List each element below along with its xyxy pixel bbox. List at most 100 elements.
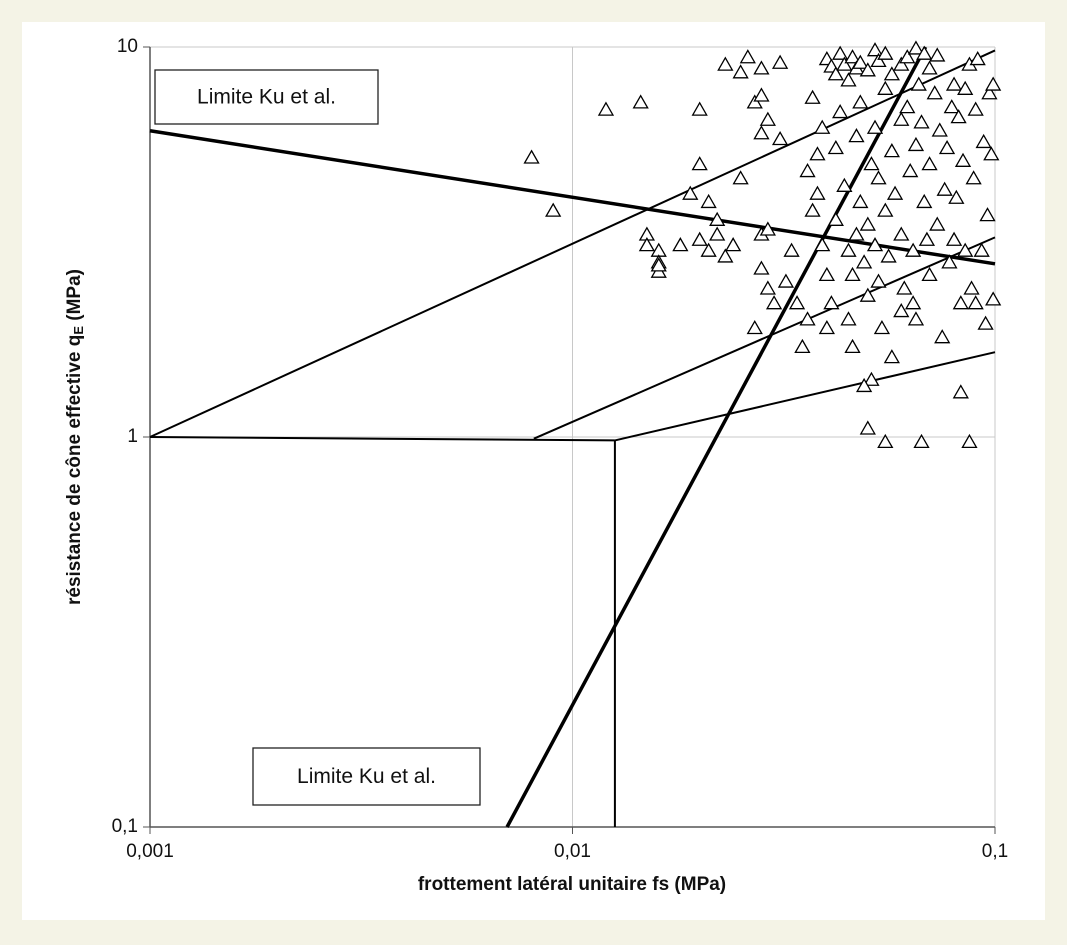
data-point bbox=[691, 156, 708, 171]
data-point bbox=[921, 266, 938, 282]
data-point bbox=[883, 349, 900, 364]
data-point bbox=[943, 99, 960, 114]
data-point bbox=[907, 136, 925, 152]
data-point bbox=[985, 291, 1002, 306]
data-point bbox=[981, 85, 998, 100]
data-point bbox=[934, 329, 951, 344]
boundary-line bbox=[149, 436, 615, 442]
data-point bbox=[916, 193, 933, 209]
data-point bbox=[848, 226, 865, 241]
data-point bbox=[725, 237, 742, 252]
data-point bbox=[967, 101, 984, 116]
data-point bbox=[823, 295, 840, 310]
data-point bbox=[880, 248, 897, 263]
data-point bbox=[907, 40, 925, 55]
y-label-part: résistance de cône effective q bbox=[64, 335, 85, 605]
data-point bbox=[863, 156, 880, 171]
y-label-part: (MPa) bbox=[64, 269, 85, 326]
data-point bbox=[941, 254, 958, 269]
data-point bbox=[859, 62, 876, 77]
data-point bbox=[844, 266, 861, 282]
data-point bbox=[753, 60, 770, 75]
data-point bbox=[904, 295, 922, 310]
data-point bbox=[753, 87, 770, 102]
data-point bbox=[913, 114, 930, 129]
data-point bbox=[759, 280, 776, 295]
data-point bbox=[827, 66, 844, 81]
data-point bbox=[886, 185, 904, 200]
data-point bbox=[979, 207, 996, 222]
data-point bbox=[771, 54, 789, 69]
data-point bbox=[840, 72, 857, 87]
data-point bbox=[985, 76, 1002, 91]
data-point bbox=[883, 66, 900, 81]
data-point bbox=[700, 193, 717, 209]
data-point bbox=[931, 122, 948, 137]
data-point bbox=[814, 119, 831, 134]
data-point bbox=[827, 139, 844, 155]
data-point bbox=[963, 280, 980, 295]
data-point bbox=[852, 193, 869, 209]
data-point bbox=[916, 45, 933, 60]
data-point bbox=[739, 49, 756, 64]
data-point bbox=[973, 242, 990, 257]
y-tick-label: 10 bbox=[117, 36, 138, 57]
data-point bbox=[921, 60, 938, 75]
y-tick-label: 1 bbox=[127, 426, 138, 447]
data-point bbox=[523, 149, 540, 164]
data-point bbox=[818, 319, 835, 335]
data-point bbox=[870, 273, 887, 288]
data-point bbox=[961, 433, 978, 449]
data-point bbox=[945, 231, 963, 246]
data-point bbox=[965, 170, 982, 185]
data-point bbox=[899, 99, 916, 114]
data-point bbox=[948, 189, 965, 204]
data-point bbox=[907, 311, 925, 326]
data-point bbox=[836, 56, 853, 71]
data-point bbox=[700, 242, 717, 257]
data-point bbox=[732, 64, 749, 79]
data-point bbox=[848, 128, 865, 143]
boundary-line bbox=[533, 236, 996, 440]
boundary-line bbox=[149, 128, 996, 266]
data-point bbox=[650, 257, 667, 272]
data-point bbox=[691, 231, 708, 246]
data-point bbox=[717, 56, 734, 71]
boundary-line bbox=[505, 46, 928, 828]
data-point bbox=[804, 202, 821, 217]
data-point bbox=[691, 101, 708, 116]
data-point bbox=[632, 94, 649, 109]
x-axis-label: frottement latéral unitaire fs (MPa) bbox=[418, 874, 726, 895]
y-label-sub: E bbox=[71, 326, 86, 335]
data-point bbox=[954, 152, 972, 167]
data-point bbox=[910, 76, 927, 91]
data-point bbox=[918, 231, 936, 246]
data-point bbox=[777, 273, 795, 288]
data-point bbox=[672, 237, 689, 252]
data-point bbox=[804, 89, 821, 104]
data-point bbox=[852, 94, 869, 109]
data-point bbox=[759, 111, 776, 126]
panel bbox=[22, 22, 1045, 920]
data-point bbox=[938, 139, 956, 155]
data-point bbox=[545, 202, 562, 217]
data-point bbox=[899, 49, 916, 64]
data-point bbox=[709, 226, 726, 241]
data-point bbox=[809, 146, 826, 161]
data-point bbox=[753, 260, 770, 275]
data-point bbox=[870, 52, 887, 68]
data-point bbox=[832, 104, 849, 119]
data-point bbox=[870, 170, 887, 185]
data-point bbox=[957, 80, 974, 95]
x-tick-label: 0,001 bbox=[126, 841, 174, 862]
data-point bbox=[852, 54, 869, 69]
data-point bbox=[855, 254, 873, 269]
annotation-box bbox=[252, 747, 481, 806]
data-point bbox=[952, 295, 969, 310]
data-point bbox=[893, 226, 910, 241]
data-point bbox=[597, 101, 615, 116]
data-point bbox=[950, 109, 967, 124]
data-point bbox=[904, 242, 922, 257]
data-point bbox=[799, 163, 816, 178]
